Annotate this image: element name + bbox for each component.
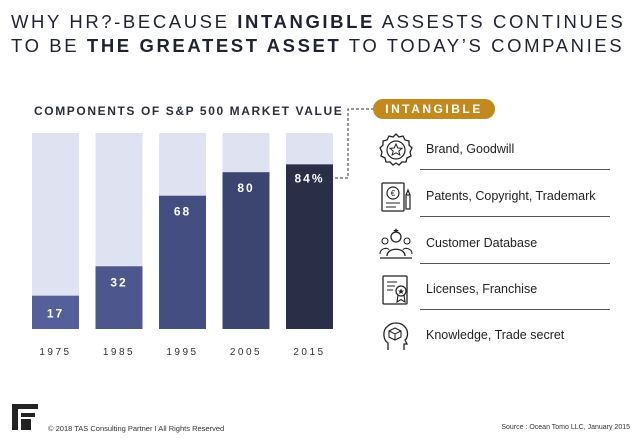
- intangible-item-label: Knowledge, Trade secret: [426, 328, 565, 342]
- category-label-2005: 2005: [230, 347, 262, 358]
- badge-star-icon: [379, 133, 413, 166]
- category-label-1975: 1975: [39, 347, 71, 358]
- category-label-2015: 2015: [293, 347, 325, 358]
- divider: [420, 169, 610, 170]
- intangible-item-label: Customer Database: [426, 236, 538, 250]
- value-label-1995: 68: [174, 205, 191, 219]
- intangible-item-customer-database: Customer Database: [378, 224, 610, 264]
- knowledge-icon: [383, 322, 409, 350]
- divider: [420, 216, 610, 217]
- category-label-1985: 1985: [103, 347, 135, 358]
- bar-1995: [159, 195, 206, 329]
- title-line-2: TO BE THE GREATEST ASSET TO TODAY’S COMP…: [11, 35, 625, 56]
- certificate-icon: €: [381, 182, 411, 212]
- customer-group-icon: [379, 228, 413, 259]
- page-title: WHY HR?-BECAUSE INTANGIBLE ASSESTS CONTI…: [11, 10, 631, 58]
- title-line-1: WHY HR?-BECAUSE INTANGIBLE ASSESTS CONTI…: [11, 11, 626, 32]
- value-label-2015: 84%: [294, 171, 324, 185]
- bar-1975: [32, 295, 79, 329]
- intangible-item-label: Patents, Copyright, Trademark: [426, 189, 596, 203]
- intangible-item-label: Brand, Goodwill: [426, 142, 515, 156]
- value-label-2005: 80: [237, 181, 254, 195]
- chart-title: COMPONENTS OF S&P 500 MARKET VALUE: [34, 104, 344, 118]
- intangible-badge: INTANGIBLE: [373, 99, 495, 119]
- value-label-1985: 32: [110, 275, 127, 289]
- copyright-text: © 2018 TAS Consulting Partner I All Righ…: [48, 424, 225, 433]
- intangible-item-knowledge: Knowledge, Trade secret: [378, 316, 610, 356]
- source-text: Source : Ocean Tomo LLC, January 2015: [501, 424, 630, 431]
- bar-2005: [222, 172, 270, 329]
- bar-2015: [286, 164, 333, 329]
- connector-dashed-line: [335, 108, 373, 179]
- intangible-item-licenses: Licenses, Franchise: [378, 270, 610, 310]
- svg-text:€: €: [391, 189, 396, 198]
- intangible-item-brand: Brand, Goodwill: [378, 130, 610, 170]
- value-label-1975: 17: [47, 306, 64, 320]
- bar-1985: [95, 266, 143, 329]
- category-label-1995: 1995: [166, 347, 198, 358]
- intangible-item-patents: € Patents, Copyright, Trademark: [378, 177, 610, 217]
- company-logo: [12, 404, 38, 430]
- license-icon: [382, 275, 408, 305]
- divider: [420, 263, 610, 264]
- divider: [420, 309, 610, 310]
- intangible-item-label: Licenses, Franchise: [426, 282, 538, 296]
